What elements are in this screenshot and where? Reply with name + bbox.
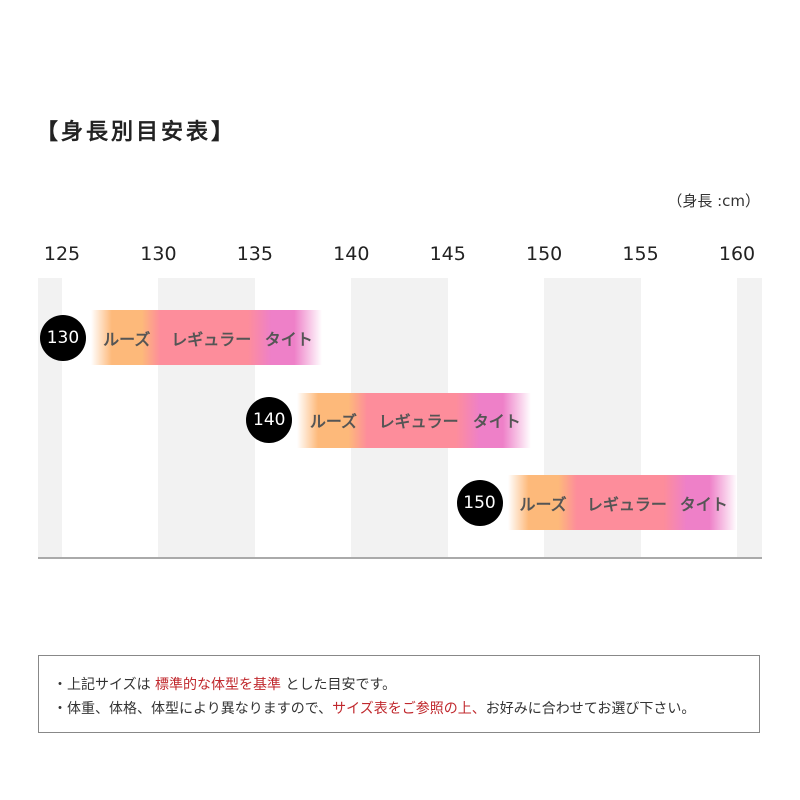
note-highlight: 標準的な体型を基準 — [155, 677, 282, 693]
size-range-bar: ルーズ レギュラー タイト — [90, 310, 323, 365]
x-tick-label: 140 — [333, 243, 370, 265]
size-badge: 140 — [246, 397, 293, 443]
regular-label: レギュラー — [586, 494, 667, 514]
note-highlight: サイズ表をご参照の上、 — [332, 701, 486, 717]
size-badge: 130 — [39, 314, 86, 361]
x-tick-label: 160 — [718, 243, 756, 265]
note-text: ・体重、体格、体型により異なりますので、 — [53, 701, 333, 717]
regular-label: レギュラー — [378, 412, 459, 431]
size-range-bar: ルーズ レギュラー タイト — [507, 475, 737, 530]
size-badge: 150 — [456, 479, 503, 526]
tight-label: タイト — [679, 494, 728, 514]
tight-label: タイト — [264, 329, 313, 349]
x-tick-label: 150 — [526, 243, 563, 265]
x-tick-label: 130 — [140, 243, 177, 265]
note-text: とした目安です。 — [281, 677, 397, 693]
loose-label: ルーズ — [309, 412, 358, 431]
loose-label: ルーズ — [103, 329, 151, 349]
size-range-bar: ルーズ レギュラー タイト — [297, 392, 531, 448]
loose-label: ルーズ — [519, 494, 567, 514]
note-line-1: ・上記サイズは 標準的な体型を基準 とした目安です。 — [53, 673, 759, 697]
chart-title: 【身長別目安表】 — [36, 120, 237, 145]
x-tick-label: 155 — [622, 243, 659, 265]
x-tick-label: 135 — [236, 243, 273, 265]
note-text: お好みに合わせてお選び下さい。 — [485, 701, 696, 717]
plot-area: ルーズ レギュラー タイト 130 ルーズ レギュラー タイト 140 ルーズ レギュラー タイト 1… — [38, 278, 762, 559]
note-text: ・上記サイズは — [53, 677, 156, 693]
note-line-2: ・体重、体格、体型により異なりますので、サイズ表をご参照の上、お好みに合わせてお… — [53, 697, 759, 721]
tight-label: タイト — [472, 412, 521, 431]
grid-column — [737, 278, 762, 557]
x-tick-label: 145 — [429, 243, 466, 265]
unit-label: （身長 :cm） — [667, 192, 760, 210]
notes-box: ・上記サイズは 標準的な体型を基準 とした目安です。 ・体重、体格、体型により異… — [38, 655, 760, 733]
regular-label: レギュラー — [171, 329, 252, 349]
x-tick-label: 125 — [43, 243, 81, 265]
